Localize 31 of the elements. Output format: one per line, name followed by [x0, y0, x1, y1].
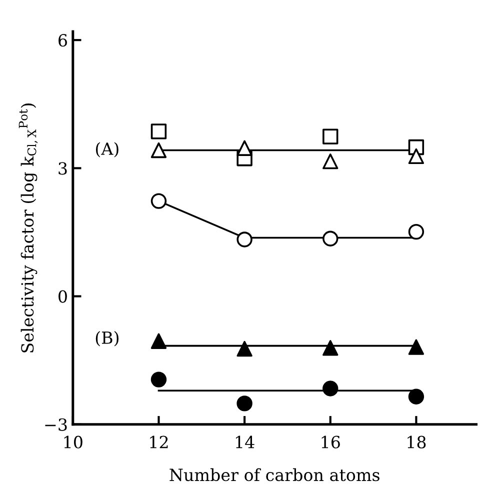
annotation: (B) — [96, 331, 118, 346]
point — [236, 140, 252, 156]
y-tick-label: 6 — [58, 34, 67, 47]
point — [408, 388, 424, 404]
x-tick-label: 12 — [150, 436, 168, 448]
y-axis-title: Selectivity factor (log k$_{Cl,X}$$^{Pot}$) — [18, 104, 38, 352]
x-tick-label: 14 — [236, 436, 254, 448]
point — [322, 230, 338, 246]
point — [236, 340, 252, 357]
point — [150, 142, 167, 158]
point — [236, 232, 252, 248]
y-tick-label: −3 — [45, 418, 67, 431]
point — [408, 339, 424, 355]
y-tick-label: 3 — [58, 162, 67, 175]
point — [408, 224, 424, 240]
point — [408, 148, 424, 164]
x-tick-label: 10 — [64, 436, 82, 448]
point — [236, 396, 252, 412]
x-tick-label: 18 — [408, 436, 426, 448]
x-axis-title: Number of carbon atoms — [170, 468, 380, 482]
point — [322, 153, 338, 170]
point — [150, 124, 167, 140]
y-tick-label: 0 — [58, 290, 67, 303]
point — [150, 333, 167, 349]
point — [322, 128, 338, 144]
point — [150, 193, 167, 209]
point — [322, 340, 338, 356]
point — [322, 380, 338, 396]
point — [150, 372, 167, 388]
annotation: (A) — [96, 142, 118, 158]
x-tick-label: 16 — [322, 436, 340, 448]
